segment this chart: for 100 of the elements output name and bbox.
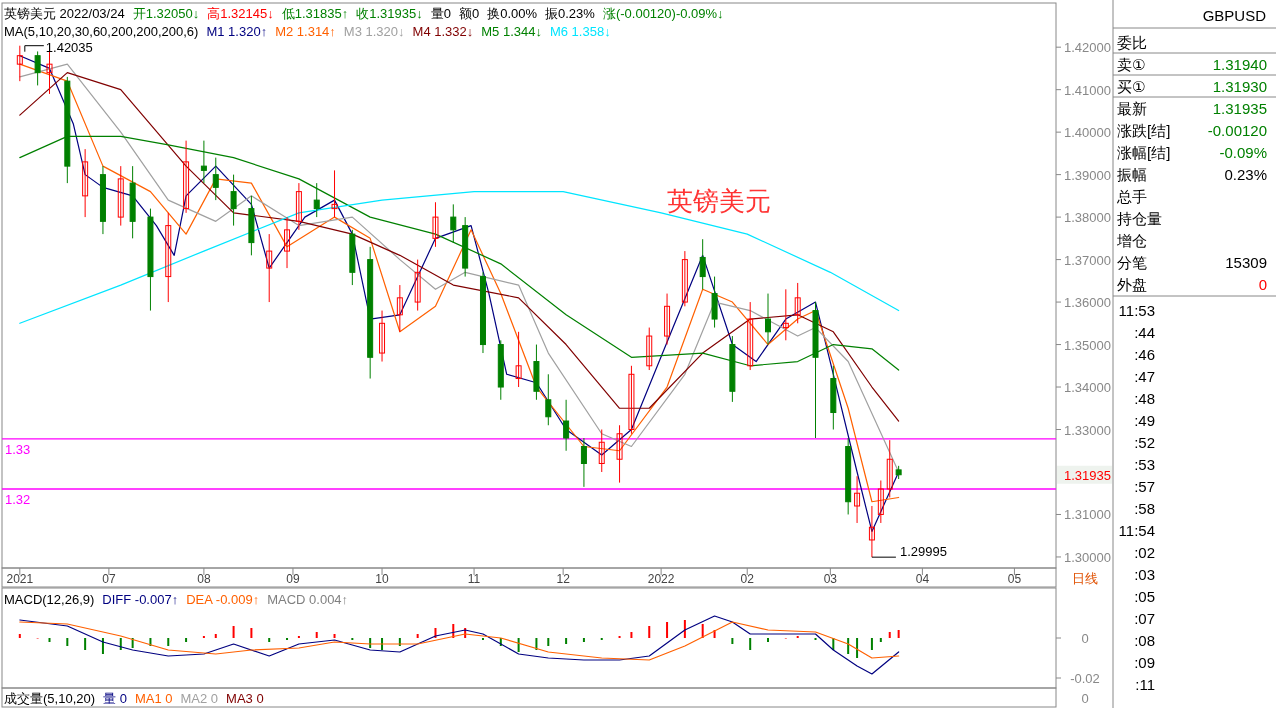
text: :44: [1134, 324, 1155, 341]
annotation: 开1.32050↓: [132, 6, 200, 21]
candlestick: [664, 293, 671, 346]
candlestick: [646, 327, 653, 371]
category-label: 涨幅[结]: [1117, 144, 1171, 161]
text: :46: [1134, 346, 1155, 363]
ref-line-label: 1.32: [5, 491, 31, 507]
annotation: 量0: [430, 6, 451, 21]
bar: [683, 620, 686, 638]
candlestick: [681, 250, 688, 307]
text: :05: [1134, 588, 1155, 605]
text: :58: [1134, 500, 1155, 517]
candlestick: [580, 437, 587, 488]
bar: [582, 638, 585, 642]
x-tick-label: 2021: [6, 572, 34, 586]
bar: [547, 638, 550, 646]
category-label: 增仓: [1116, 232, 1147, 249]
text: M5 1.344↓: [481, 24, 542, 39]
x-tick-label: 02: [740, 572, 755, 586]
annotation: 高1.32145↓: [207, 6, 274, 21]
line-series: [19, 615, 900, 675]
annotation: 1.29995: [899, 544, 947, 560]
x-tick-label: 07: [102, 572, 116, 586]
text: :47: [1134, 368, 1155, 385]
x-tick-label: 05: [1007, 572, 1022, 586]
category-label: MA1 0: [134, 691, 173, 706]
chart-title: MACD(12,26,9): [4, 592, 95, 607]
candlestick: [117, 165, 124, 227]
candlestick: [699, 238, 706, 290]
x-tick-label: 03: [823, 572, 838, 586]
text: 1.31935: [1212, 100, 1267, 117]
candlestick: [230, 174, 237, 227]
bar: [185, 638, 188, 642]
category-label: 分笔: [1117, 254, 1147, 271]
candlestick: [396, 284, 403, 333]
y-tick-label: 1.40000: [1064, 125, 1111, 141]
bar: [879, 638, 882, 642]
bar: [66, 638, 69, 646]
ref-line-label: 1.33: [5, 441, 31, 457]
line-series: [19, 621, 900, 661]
candlestick: [545, 373, 552, 426]
candlestick: [183, 140, 190, 214]
x-tick-label: 11: [467, 572, 481, 586]
category-label: 量 0: [103, 691, 127, 706]
candlestick: [868, 505, 875, 558]
y-tick-label: 1.39000: [1064, 167, 1111, 183]
category-label: 总手: [1116, 188, 1147, 205]
text: 1.31940: [1212, 56, 1267, 73]
bar: [870, 638, 873, 650]
x-tick-label: 12: [556, 572, 571, 586]
text: :03: [1134, 566, 1155, 583]
category-label: MA3 0: [226, 691, 264, 706]
bar: [250, 628, 253, 638]
y-tick-label: 1.37000: [1064, 252, 1111, 268]
candlestick: [212, 157, 219, 201]
annotation: 低1.31835↑: [281, 6, 349, 21]
text: :09: [1134, 654, 1155, 671]
candlestick: [165, 212, 172, 303]
category-label: 外盘: [1117, 276, 1147, 293]
x-tick-label: 04: [915, 572, 930, 586]
candlestick: [886, 439, 893, 498]
text: :08: [1134, 632, 1155, 649]
category-label: 委比: [1117, 34, 1147, 51]
annotation: 额0: [458, 6, 480, 21]
candlestick: [628, 365, 635, 435]
candlestick: [16, 45, 23, 82]
bar: [268, 638, 271, 642]
y-tick-label: 1.35000: [1064, 337, 1111, 353]
y-tick-label: 1.34000: [1064, 380, 1111, 396]
bar: [131, 638, 134, 648]
x-tick-label: 2022: [647, 572, 675, 586]
bar: [731, 638, 734, 644]
text: M3 1.320↓: [343, 24, 405, 39]
bar: [517, 638, 520, 652]
candlestick: [34, 50, 41, 86]
candlestick: [379, 310, 386, 363]
text: M1 1.320↑: [206, 24, 268, 39]
candlestick: [747, 301, 754, 371]
bar: [416, 634, 419, 638]
candlestick: [284, 216, 291, 269]
x-tick-label: 08: [197, 572, 211, 586]
text: :49: [1134, 412, 1155, 429]
series-label: MACD 0.004↑: [267, 592, 349, 607]
text: 11:54: [1118, 522, 1155, 539]
bar: [214, 634, 217, 638]
text: :52: [1134, 434, 1155, 451]
text: GBPUSD: [1202, 7, 1267, 24]
candlestick: [765, 293, 772, 346]
annotation: 收1.31935↓: [356, 6, 423, 21]
y-tick-label: 1.36000: [1064, 295, 1111, 311]
text: DIFF -0.007↑: [102, 592, 179, 607]
candlestick: [46, 50, 53, 95]
annotation: 换0.00%: [487, 6, 538, 21]
candlestick: [598, 429, 605, 473]
candlestick: [794, 282, 801, 324]
bar: [315, 632, 318, 638]
bar: [535, 638, 538, 650]
text: M6 1.358↓: [549, 24, 611, 39]
bar: [232, 626, 235, 638]
candlestick: [563, 399, 570, 452]
